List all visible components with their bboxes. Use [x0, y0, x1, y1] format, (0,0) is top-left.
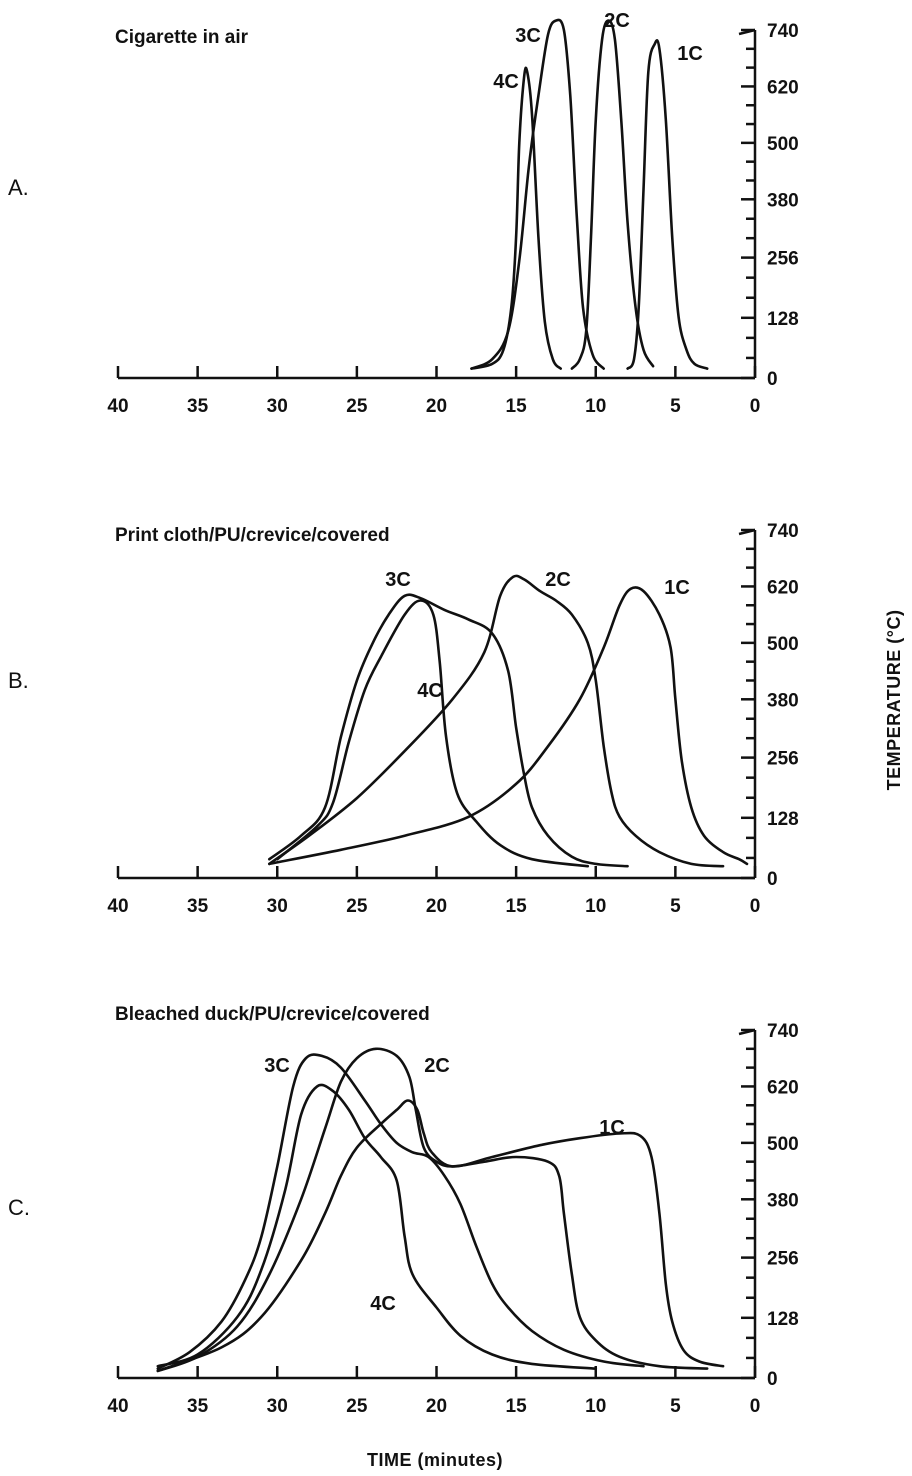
panel-3-x-tick-label: 25: [346, 1396, 368, 1417]
panel-3-x-tick-label: 35: [187, 1396, 209, 1417]
panel-1-x-tick-label: 20: [426, 396, 447, 417]
panel-2-x-tick-label: 15: [506, 896, 528, 917]
panel-2-letter: B.: [8, 668, 29, 693]
panel-1-x-tick-label: 15: [506, 396, 528, 417]
panel-2-series-label-4c: 4C: [417, 680, 443, 702]
panel-2-y-tick-label: 0: [767, 869, 778, 890]
panel-2-series-label-2c: 2C: [545, 569, 571, 591]
panel-3-x-tick-label: 15: [506, 1396, 528, 1417]
panel-2-y-tick-label: 500: [767, 634, 799, 655]
panel-3-x-tick-label: 40: [107, 1396, 128, 1417]
panel-3-x-tick-label: 0: [750, 1396, 761, 1417]
panel-2-series-2c: [268, 574, 725, 868]
panel-1-x-tick-label: 30: [267, 396, 288, 417]
panel-2-x-tick-label: 5: [670, 896, 681, 917]
panel-1-series-1c: [626, 39, 709, 370]
panel-1-x-tick-label: 5: [670, 396, 681, 417]
panel-3-series-label-2c: 2C: [424, 1055, 450, 1077]
panel-3-x-tick-label: 10: [585, 1396, 606, 1417]
y-axis-label: TEMPERATURE (°C): [884, 610, 904, 791]
panel-3-series-label-3c: 3C: [264, 1055, 290, 1077]
panel-3-y-tick-label: 256: [767, 1249, 799, 1270]
panel-3-series-1c: [156, 1099, 725, 1373]
panel-3-y-tick-label: 500: [767, 1134, 799, 1155]
panel-1-y-tick-label: 256: [767, 249, 799, 270]
panel-2-x-tick-label: 30: [267, 896, 288, 917]
panel-1-x-tick-label: 0: [750, 396, 761, 417]
panel-1-series-4c: [470, 66, 562, 370]
panel-1-series-label-3c: 3C: [515, 25, 541, 47]
panel-3-y-tick-label: 380: [767, 1190, 799, 1211]
panel-3-title: Bleached duck/PU/crevice/covered: [115, 1004, 430, 1025]
panel-2-y-tick-label: 256: [767, 749, 799, 770]
panel-2-y-tick-label: 128: [767, 809, 799, 830]
panel-2-series-4c: [276, 599, 590, 868]
panel-1-y-tick-label: 128: [767, 309, 799, 330]
panel-1-y-tick-label: 620: [767, 77, 799, 98]
panel-3-y-tick-label: 0: [767, 1369, 778, 1390]
panel-3-y-tick-label: 128: [767, 1309, 799, 1330]
panel-1-y-tick-label: 0: [767, 369, 778, 390]
panel-1-y-tick-label: 740: [767, 21, 799, 42]
panel-2-x-tick-label: 10: [585, 896, 606, 917]
panel-2-series-1c: [268, 586, 749, 866]
panel-2-series-label-1c: 1C: [664, 577, 690, 599]
panel-1-x-tick-label: 40: [107, 396, 128, 417]
panel-2-y-tick-label: 620: [767, 577, 799, 598]
panel-1-letter: A.: [8, 175, 29, 200]
panel-3-series-3c: [156, 1053, 645, 1370]
panel-2-series-3c: [268, 593, 629, 868]
panel-3-y-tick-label: 620: [767, 1077, 799, 1098]
panel-1-series-label-1c: 1C: [677, 43, 703, 65]
panel-3-x-tick-label: 20: [426, 1396, 447, 1417]
panel-3-y-tick-label: 740: [767, 1021, 799, 1042]
panel-1-series-label-4c: 4C: [493, 71, 519, 93]
panel-2-series-label-3c: 3C: [385, 569, 411, 591]
panel-1-series-3c: [470, 18, 605, 370]
panel-1-x-tick-label: 35: [187, 396, 209, 417]
panel-3-series-label-4c: 4C: [370, 1293, 396, 1315]
panel-3-series-label-1c: 1C: [599, 1117, 625, 1139]
panel-1-series-label-2c: 2C: [604, 10, 630, 32]
panel-3-x-tick-label: 30: [267, 1396, 288, 1417]
panel-2-x-tick-label: 35: [187, 896, 209, 917]
panel-2-y-tick-label: 380: [767, 690, 799, 711]
panel-2-y-tick-label: 740: [767, 521, 799, 542]
panel-2-title: Print cloth/PU/crevice/covered: [115, 525, 390, 546]
panel-3-letter: C.: [8, 1195, 30, 1220]
panel-1-title: Cigarette in air: [115, 27, 249, 48]
panel-1-y-tick-label: 500: [767, 134, 799, 155]
panel-1-x-tick-label: 10: [585, 396, 606, 417]
panel-1-y-tick-label: 380: [767, 190, 799, 211]
panel-3-series-2c: [156, 1047, 709, 1373]
x-axis-label: TIME (minutes): [367, 1450, 503, 1470]
panel-2-x-tick-label: 0: [750, 896, 761, 917]
panel-1-series-2c: [570, 19, 655, 370]
panel-2-x-tick-label: 40: [107, 896, 128, 917]
panel-1-x-tick-label: 25: [346, 396, 368, 417]
panel-2-x-tick-label: 20: [426, 896, 447, 917]
panel-2-x-tick-label: 25: [346, 896, 368, 917]
panel-3-x-tick-label: 5: [670, 1396, 681, 1417]
